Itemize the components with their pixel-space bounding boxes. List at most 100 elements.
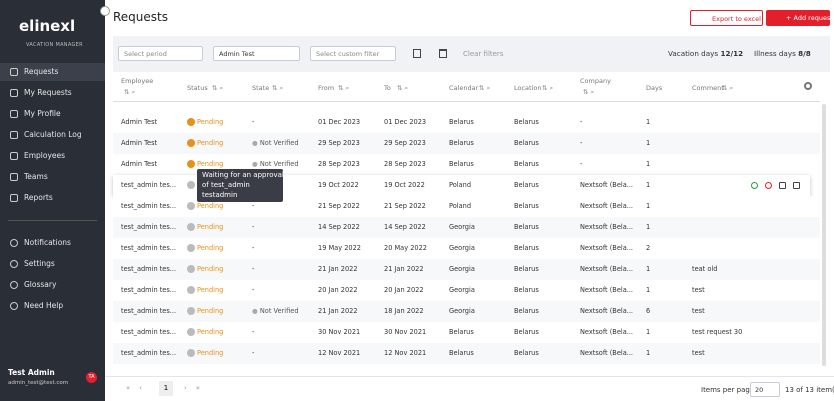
column-header[interactable]: Company (580, 77, 611, 85)
save-icon[interactable] (413, 49, 421, 58)
table-row[interactable] (113, 112, 820, 133)
approver-avatar (187, 202, 195, 210)
cell: - (252, 223, 255, 231)
nav-item[interactable]: Need Help (0, 297, 105, 315)
column-tools[interactable]: ⇅ ⌕ (338, 84, 350, 92)
illness-label: Illness days (754, 49, 796, 58)
cell: - (252, 286, 255, 294)
column-settings[interactable] (804, 82, 812, 90)
nav-label: Employees (24, 151, 66, 160)
column-tools[interactable]: ⇅ ⌕ (212, 84, 224, 92)
tooltip-line: Waiting for an approval (202, 171, 284, 179)
delete-icon[interactable] (439, 49, 447, 58)
column-header[interactable]: From (318, 84, 335, 92)
table-row[interactable] (113, 175, 810, 196)
custom-filter-select[interactable]: Select custom filter (310, 46, 396, 61)
items-select[interactable]: 20 (750, 382, 780, 397)
cell: 19 Oct 2022 (318, 181, 359, 189)
state: ● Not Verified (252, 160, 299, 168)
nav-item[interactable]: Employees (0, 147, 105, 165)
cell: 29 Sep 2023 (384, 139, 426, 147)
table-row[interactable] (113, 259, 820, 280)
table-row[interactable] (113, 343, 820, 364)
approver-avatar (187, 349, 195, 357)
table-row[interactable] (113, 322, 820, 343)
cell: Nextsoft (Bela... (580, 286, 634, 294)
approver-avatar (187, 307, 195, 315)
cell: 21 Sep 2022 (318, 202, 360, 210)
row-action[interactable] (793, 182, 800, 189)
pagination-nav[interactable]: › » (184, 384, 200, 392)
status-label: Pending (197, 307, 224, 315)
column-tools[interactable]: ⇅ ⌕ (479, 84, 491, 92)
export-button[interactable]: Export to excel (690, 10, 763, 26)
cell: 12 Nov 2021 (384, 349, 427, 357)
pagination-nav[interactable]: « ‹ (126, 384, 142, 392)
table-row[interactable] (113, 301, 820, 322)
cell: Belarus (449, 328, 474, 336)
user-avatar[interactable]: TA (86, 372, 97, 383)
row-action[interactable] (765, 182, 772, 189)
table-row[interactable] (113, 154, 820, 175)
logo: elinexl (19, 17, 76, 35)
nav-label: Reports (24, 193, 53, 202)
state-dot: ● (252, 307, 260, 315)
cell: Nextsoft (Bela... (580, 328, 634, 336)
approver-avatar (187, 328, 195, 336)
cell: 18 Jan 2022 (384, 307, 424, 315)
nav-item[interactable]: Notifications (0, 234, 105, 252)
nav-item[interactable]: Glossary (0, 276, 105, 294)
state-label: Not Verified (259, 139, 299, 147)
state-label: Not Verified (259, 307, 299, 315)
nav-item[interactable]: My Requests (0, 84, 105, 102)
column-header[interactable]: Status (187, 84, 208, 92)
cell: test_admin tes... (121, 223, 177, 231)
column-header[interactable]: Calendar (449, 84, 479, 92)
nav-item[interactable]: Calculation Log (0, 126, 105, 144)
column-tools[interactable]: ⇅ ⌕ (722, 84, 734, 92)
column-tools[interactable]: ⇅ ⌕ (542, 84, 554, 92)
column-tools[interactable]: ⇅ ⌕ (583, 88, 595, 96)
nav-item[interactable]: My Profile (0, 105, 105, 123)
page-number[interactable]: 1 (159, 381, 173, 396)
cell: 21 Jan 2022 (318, 265, 358, 273)
employee-select[interactable]: Admin Test (213, 46, 300, 61)
row-action[interactable] (751, 182, 758, 189)
column-header[interactable]: To (384, 84, 391, 92)
nav-item[interactable]: Teams (0, 168, 105, 186)
cell: - (580, 118, 583, 126)
cell: - (252, 328, 255, 336)
column-tools[interactable]: ⇅ ⌕ (272, 84, 284, 92)
column-header[interactable]: Comment (692, 84, 724, 92)
approver-avatar (187, 286, 195, 294)
cell: 1 (646, 286, 651, 294)
table-row[interactable] (113, 280, 820, 301)
column-tools[interactable]: ⇅ ⌕ (397, 84, 409, 92)
column-header[interactable]: Days (646, 84, 663, 92)
cell: 01 Dec 2023 (384, 118, 427, 126)
nav-item[interactable]: Settings (0, 255, 105, 273)
column-tools[interactable]: ⇅ ⌕ (124, 88, 136, 96)
cell: - (252, 118, 255, 126)
scrollbar (822, 104, 826, 366)
column-header[interactable]: Location (514, 84, 542, 92)
status-label: Pending (197, 265, 224, 273)
table-row[interactable] (113, 196, 820, 217)
row-action[interactable] (779, 182, 786, 189)
add-button[interactable]: + Add request (766, 10, 833, 26)
column-header[interactable]: Employee (121, 77, 154, 85)
table-row[interactable] (113, 133, 820, 154)
period-select[interactable]: Select period (118, 46, 203, 61)
state-dot: ● (252, 160, 260, 168)
clear-filters[interactable]: Clear filters (463, 50, 504, 58)
table-row[interactable] (113, 217, 820, 238)
nav-icon (10, 281, 18, 289)
user-name: Test Admin (8, 368, 55, 377)
nav-item[interactable]: Requests (0, 63, 105, 81)
cell: - (580, 160, 583, 168)
nav-item[interactable]: Reports (0, 189, 105, 207)
collapse-button[interactable] (100, 6, 110, 16)
table-row[interactable] (113, 238, 820, 259)
column-header[interactable]: State (252, 84, 270, 92)
cell: Belarus (514, 265, 539, 273)
